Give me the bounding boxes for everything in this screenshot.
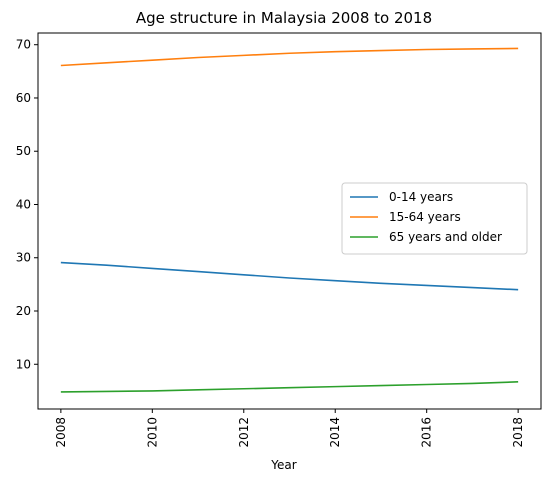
series-line-0 (60, 261, 519, 291)
y-tick-label: 70 (16, 38, 31, 52)
y-tick-label: 50 (16, 144, 31, 158)
legend-entry-0: 0-14 years (389, 190, 453, 204)
legend: 0-14 years 15-64 years 65 years and older (341, 182, 528, 255)
tick-layer: 10 20 30 40 50 60 70 2008 2010 2012 2014 2016 2018 (16, 38, 525, 448)
y-tick-label: 20 (16, 304, 31, 318)
x-axis-label: Year (270, 458, 296, 472)
series-layer (60, 47, 519, 393)
series-line-2 (60, 381, 519, 393)
y-tick-label: 60 (16, 91, 31, 105)
y-tick-label: 40 (16, 197, 31, 211)
x-tick-label: 2012 (237, 417, 251, 448)
legend-box (341, 182, 528, 255)
legend-entry-2: 65 years and older (389, 230, 502, 244)
plot-frame (37, 32, 542, 410)
y-tick-label: 10 (16, 357, 31, 371)
y-tick-label: 30 (16, 251, 31, 265)
x-tick-label: 2018 (511, 417, 525, 448)
x-tick-label: 2014 (328, 417, 342, 448)
axes-layer (37, 32, 542, 410)
chart-title: Age structure in Malaysia 2008 to 2018 (136, 9, 432, 27)
x-tick-label: 2016 (420, 417, 434, 448)
x-tick-label: 2010 (145, 417, 159, 448)
legend-entry-1: 15-64 years (389, 210, 461, 224)
x-tick-label: 2008 (54, 417, 68, 448)
series-line-1 (60, 47, 519, 67)
